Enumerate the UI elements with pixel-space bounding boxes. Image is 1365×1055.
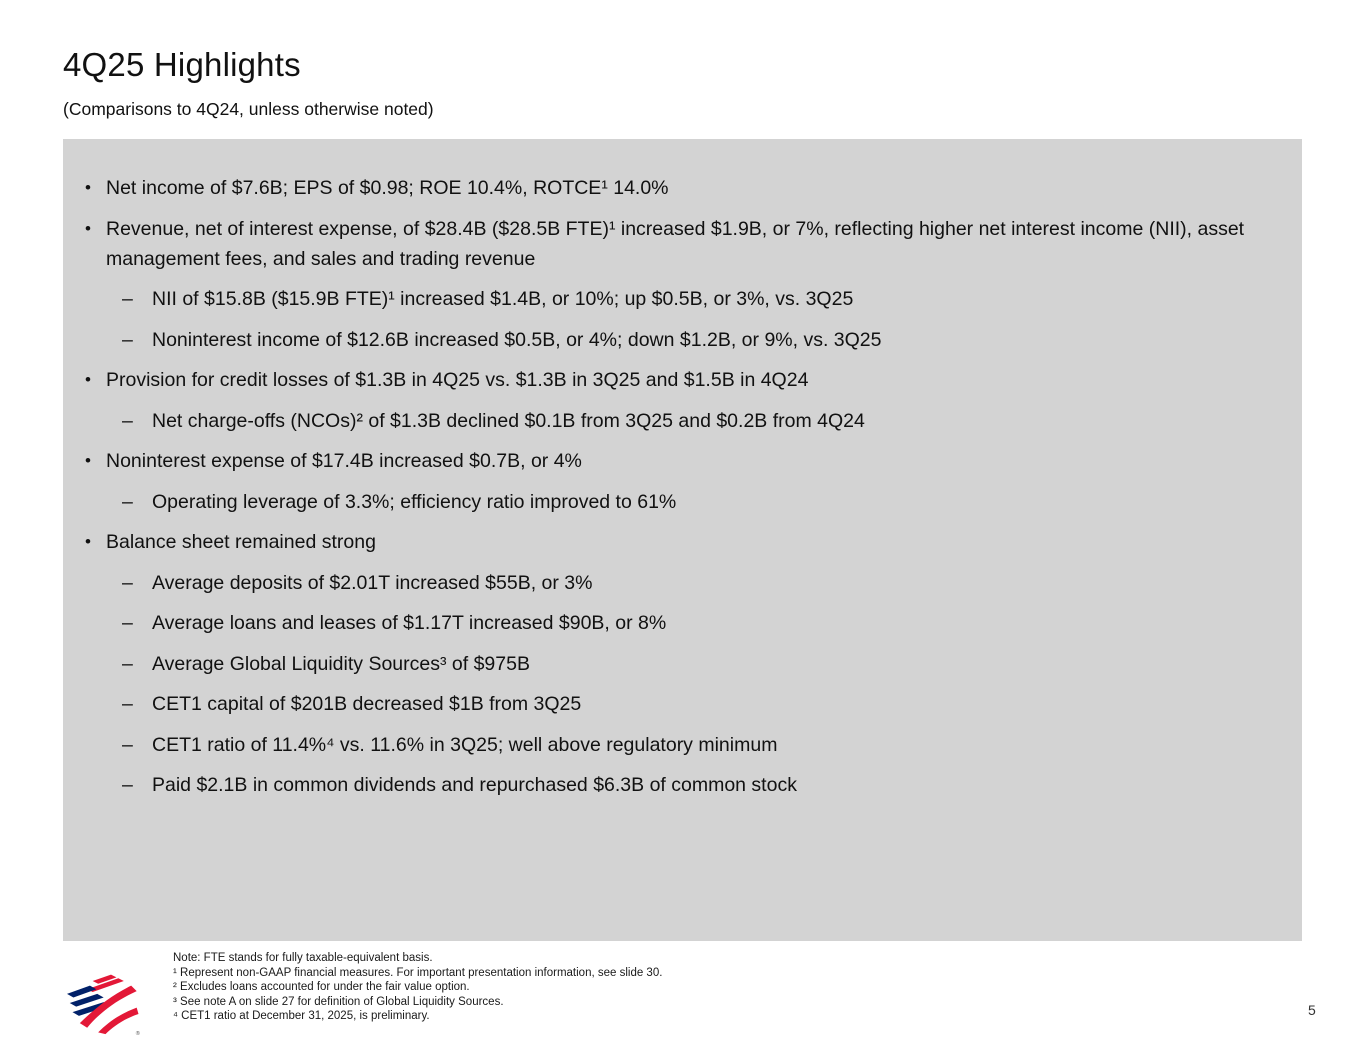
page-number: 5: [1308, 1002, 1316, 1018]
sub-highlight-item: – CET1 ratio of 11.4%⁴ vs. 11.6% in 3Q25;…: [63, 730, 1278, 760]
page-title: 4Q25 Highlights: [63, 46, 301, 83]
dash-marker: –: [122, 328, 133, 351]
dash-marker: –: [122, 612, 133, 634]
highlight-item: • Balance sheet remained strong: [63, 527, 1278, 557]
dash-marker: –: [122, 774, 133, 796]
highlight-text: CET1 ratio of 11.4%⁴ vs. 11.6% in 3Q25; …: [152, 733, 778, 756]
dash-marker: –: [122, 652, 133, 675]
bank-of-america-flag-logo-icon: ®: [67, 974, 140, 1036]
dash-marker: –: [122, 693, 133, 715]
highlight-text: Average Global Liquidity Sources³ of $97…: [152, 652, 530, 675]
highlight-text: Average loans and leases of $1.17T incre…: [152, 612, 667, 634]
bullet-marker: •: [85, 451, 91, 470]
highlight-text: NII of $15.8B ($15.9B FTE)¹ increased $1…: [152, 288, 854, 310]
sub-highlight-item: – Net charge-offs (NCOs)² of $1.3B declin…: [63, 406, 1278, 436]
highlight-text: Revenue, net of interest expense, of $28…: [106, 217, 1245, 270]
dash-marker: –: [122, 490, 133, 513]
footnote-line: Note: FTE stands for fully taxable-equiv…: [173, 952, 433, 964]
highlight-item: • Provision for credit losses of $1.3B in…: [63, 365, 1278, 395]
bullet-marker: •: [85, 218, 91, 238]
footnote-line: ² Excludes loans accounted for under the…: [173, 981, 470, 994]
footnote-line: ⁴ CET1 ratio at December 31, 2025, is pr…: [173, 1010, 430, 1023]
dash-marker: –: [122, 733, 133, 756]
sub-highlight-item: – Average loans and leases of $1.17T incr…: [63, 608, 1278, 638]
footnote-line: ³ See note A on slide 27 for definition …: [173, 995, 504, 1008]
highlights-list: • Net income of $7.6B; EPS of $0.98; ROE …: [63, 139, 1302, 800]
sub-highlight-item: – Average deposits of $2.01T increased $5…: [63, 568, 1278, 598]
footnotes: Note: FTE stands for fully taxable-equiv…: [173, 951, 662, 1024]
bullet-marker: •: [85, 532, 91, 551]
bullet-marker: •: [85, 178, 91, 197]
highlight-text: Provision for credit losses of $1.3B in …: [106, 369, 809, 391]
sub-highlight-item: – Operating leverage of 3.3%; efficiency …: [63, 487, 1278, 517]
highlight-item: • Noninterest expense of $17.4B increased…: [63, 446, 1278, 476]
highlight-text: Net charge-offs (NCOs)² of $1.3B decline…: [152, 409, 865, 432]
highlight-text: Noninterest income of $12.6B increased $…: [152, 328, 882, 351]
highlight-text: Net income of $7.6B; EPS of $0.98; ROE 1…: [106, 177, 669, 199]
sub-highlight-item: – Noninterest income of $12.6B increased …: [63, 325, 1278, 355]
dash-marker: –: [122, 288, 133, 310]
highlight-text: Paid $2.1B in common dividends and repur…: [152, 774, 797, 796]
highlight-item: • Net income of $7.6B; EPS of $0.98; ROE …: [63, 173, 1278, 203]
sub-highlight-item: – Average Global Liquidity Sources³ of $9…: [63, 649, 1278, 679]
highlights-panel: • Net income of $7.6B; EPS of $0.98; ROE …: [63, 139, 1302, 941]
highlight-item: • Revenue, net of interest expense, of $2…: [63, 214, 1278, 274]
bullet-marker: •: [85, 370, 91, 389]
highlight-text: Operating leverage of 3.3%; efficiency r…: [152, 490, 677, 513]
footnote-line: ¹ Represent non-GAAP financial measures.…: [173, 966, 663, 979]
dash-marker: –: [122, 409, 133, 432]
dash-marker: –: [122, 571, 133, 594]
page-subtitle: (Comparisons to 4Q24, unless otherwise n…: [63, 99, 434, 119]
sub-highlight-item: – NII of $15.8B ($15.9B FTE)¹ increased $…: [63, 284, 1278, 314]
highlight-text: Average deposits of $2.01T increased $55…: [152, 571, 593, 594]
highlight-text: Balance sheet remained strong: [106, 531, 376, 553]
sub-highlight-item: – CET1 capital of $201B decreased $1B fro…: [63, 689, 1278, 719]
sub-highlight-item: – Paid $2.1B in common dividends and repu…: [63, 770, 1278, 800]
highlight-text: Noninterest expense of $17.4B increased …: [106, 450, 582, 472]
registered-mark: ®: [136, 1030, 140, 1036]
highlight-text: CET1 capital of $201B decreased $1B from…: [152, 693, 582, 715]
